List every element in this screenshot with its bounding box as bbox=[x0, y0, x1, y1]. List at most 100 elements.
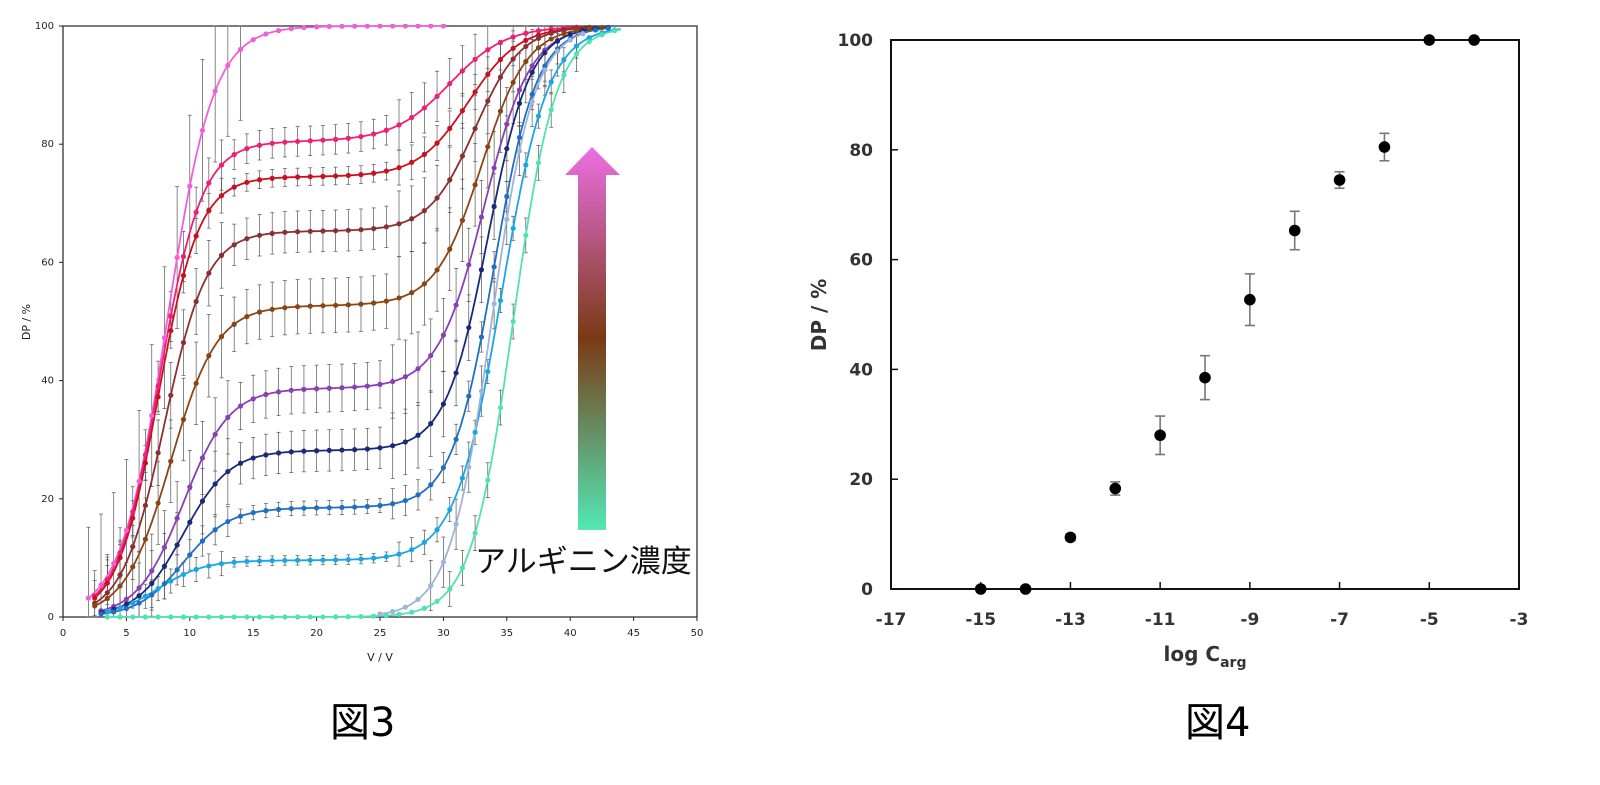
figure-4-chart: -17 -15 -13 -11 -9 -7 -5 -3 0 20 40 60 80 100 log Car… bbox=[807, 31, 1529, 671]
fig3-data-point bbox=[510, 56, 516, 62]
fig3-data-point bbox=[383, 127, 389, 133]
fig3-data-point bbox=[149, 592, 155, 598]
fig3-data-point bbox=[485, 98, 491, 104]
fig3-data-point bbox=[123, 605, 129, 612]
fig3-data-point bbox=[339, 24, 345, 29]
fig3-data-point bbox=[371, 131, 377, 137]
fig4-data-point bbox=[974, 583, 987, 595]
fig4-axes: -17 -15 -13 -11 -9 -7 -5 -3 0 20 40 60 80 100 bbox=[838, 31, 1529, 630]
fig3-x-tick-label: 45 bbox=[627, 628, 640, 639]
fig3-data-point bbox=[447, 81, 453, 87]
fig3-data-point bbox=[206, 563, 212, 569]
fig3-data-point bbox=[320, 173, 326, 179]
fig3-data-point bbox=[339, 504, 345, 511]
fig3-data-point bbox=[174, 254, 180, 261]
fig3-data-point bbox=[510, 79, 516, 86]
fig3-data-point bbox=[142, 593, 149, 599]
fig3-data-point bbox=[275, 389, 282, 395]
fig3-data-point bbox=[345, 614, 351, 620]
fig3-data-point bbox=[548, 30, 554, 36]
fig3-data-point bbox=[168, 392, 174, 398]
fig3-data-point bbox=[497, 74, 504, 80]
fig3-data-point bbox=[218, 561, 225, 567]
fig3-data-point bbox=[288, 26, 294, 32]
fig3-data-point bbox=[447, 246, 453, 252]
fig3-data-point bbox=[409, 159, 415, 165]
fig3-data-point bbox=[561, 72, 567, 78]
fig3-data-point bbox=[104, 608, 110, 614]
fig3-x-tick-label: 35 bbox=[500, 628, 513, 639]
fig3-data-point bbox=[237, 460, 244, 466]
fig3-data-point bbox=[358, 556, 364, 562]
fig3-data-point bbox=[390, 608, 396, 615]
fig3-data-point bbox=[294, 304, 301, 310]
fig3-data-point bbox=[212, 527, 218, 533]
fig3-data-point bbox=[174, 542, 180, 548]
fig4-data-point bbox=[1333, 174, 1346, 186]
fig3-data-point bbox=[383, 224, 389, 230]
fig3-data-point bbox=[275, 506, 282, 512]
fig3-data-point bbox=[161, 563, 168, 569]
fig3-data-point bbox=[155, 586, 161, 592]
fig3-data-point bbox=[136, 600, 142, 606]
fig3-data-point bbox=[396, 221, 402, 227]
fig4-x-label-main: log C bbox=[1164, 642, 1221, 666]
fig3-data-point bbox=[548, 79, 554, 85]
fig3-data-point bbox=[383, 168, 389, 174]
fig3-data-point bbox=[459, 153, 466, 159]
fig3-data-point bbox=[371, 226, 377, 232]
fig3-data-point bbox=[440, 24, 446, 29]
fig3-y-tick-label: 100 bbox=[35, 21, 54, 32]
fig3-data-point bbox=[282, 229, 288, 235]
fig3-data-point bbox=[244, 179, 250, 185]
fig3-data-point bbox=[142, 452, 149, 458]
fig3-data-point bbox=[504, 121, 510, 127]
fig3-data-point bbox=[390, 24, 396, 29]
fig4-data-point bbox=[1378, 141, 1391, 153]
fig4-y-tick-label: 60 bbox=[849, 251, 873, 271]
fig3-data-point bbox=[117, 583, 123, 589]
fig3-x-tick-label: 0 bbox=[60, 628, 66, 639]
fig3-data-point bbox=[206, 270, 212, 276]
fig3-data-point bbox=[592, 27, 599, 33]
fig3-data-point bbox=[377, 611, 383, 617]
fig3-data-point bbox=[415, 596, 421, 602]
fig3-data-point bbox=[149, 580, 155, 586]
fig3-series-line bbox=[94, 26, 609, 607]
fig3-data-point bbox=[307, 174, 313, 180]
fig3-data-point bbox=[187, 484, 193, 490]
fig3-data-point bbox=[611, 28, 618, 34]
fig3-data-point bbox=[161, 581, 168, 587]
fig3-data-point bbox=[326, 385, 332, 391]
fig3-data-point bbox=[573, 27, 580, 34]
fig3-data-point bbox=[180, 571, 187, 578]
fig3-data-point bbox=[466, 262, 472, 268]
fig4-y-tick-label: 100 bbox=[838, 31, 874, 51]
fig3-data-point bbox=[510, 45, 516, 51]
fig3-data-point bbox=[244, 614, 250, 620]
fig3-data-point bbox=[237, 46, 244, 52]
fig3-data-point bbox=[256, 142, 263, 148]
fig4-x-tick-label: -5 bbox=[1420, 610, 1439, 630]
fig3-data-point bbox=[434, 195, 440, 201]
fig3-data-point bbox=[478, 267, 485, 273]
fig3-data-point bbox=[535, 160, 542, 166]
fig3-data-point bbox=[130, 614, 136, 620]
fig3-data-point bbox=[130, 564, 136, 570]
fig3-data-point bbox=[516, 134, 523, 141]
fig3-data-point bbox=[377, 445, 383, 451]
fig3-data-point bbox=[339, 447, 345, 453]
fig3-data-point bbox=[339, 385, 345, 391]
fig3-data-point bbox=[523, 30, 529, 36]
fig3-data-point bbox=[104, 580, 110, 586]
fig3-data-point bbox=[364, 24, 370, 29]
fig3-data-point bbox=[333, 173, 339, 179]
fig3-data-point bbox=[497, 297, 504, 304]
fig3-data-point bbox=[415, 24, 421, 29]
fig3-data-point bbox=[345, 302, 351, 308]
fig3-data-point bbox=[599, 24, 605, 31]
fig3-axes: 0 5 10 15 20 25 30 35 40 45 50 0 20 40 60 80 100 bbox=[35, 21, 703, 639]
fig3-data-point bbox=[237, 403, 244, 409]
fig3-data-point bbox=[117, 605, 123, 611]
fig3-data-point bbox=[244, 314, 250, 320]
